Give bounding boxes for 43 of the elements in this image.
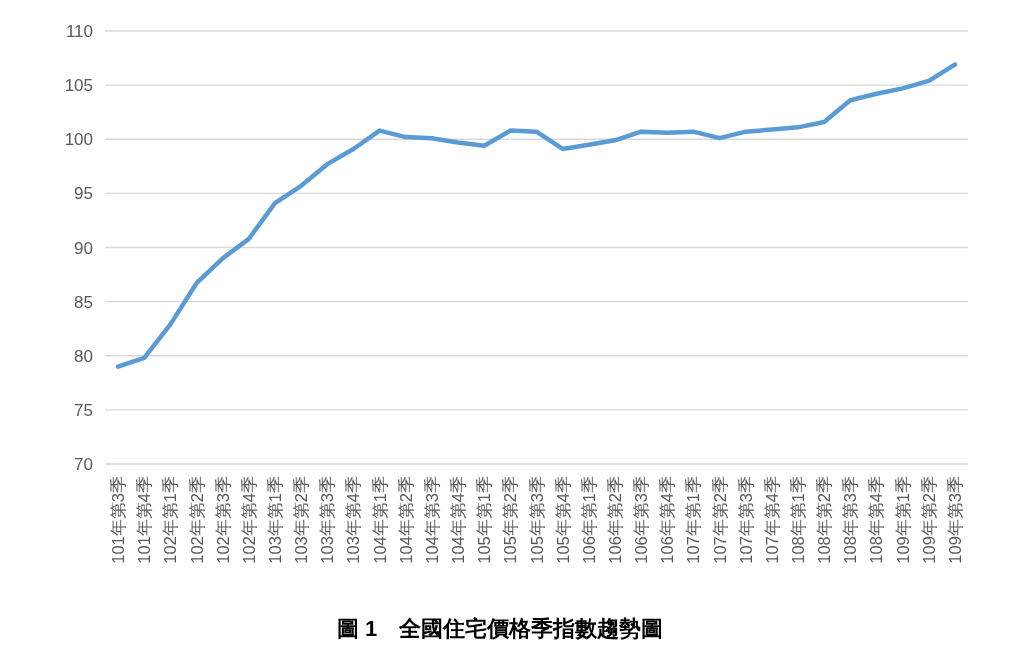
x-tick-label: 107年第3季 [736, 476, 755, 564]
x-tick-label: 105年第1季 [475, 476, 494, 564]
y-tick-label: 85 [74, 292, 93, 312]
y-tick-label: 90 [74, 238, 93, 258]
x-tick-label: 108年第4季 [867, 476, 886, 564]
x-tick-label: 101年第4季 [135, 476, 154, 564]
x-tick-label: 102年第4季 [239, 476, 258, 564]
x-tick-label: 108年第2季 [815, 476, 834, 564]
y-tick-label: 80 [74, 346, 93, 366]
x-tick-label: 107年第1季 [684, 476, 703, 564]
x-tick-label: 106年第2季 [605, 476, 624, 564]
x-tick-label: 104年第4季 [449, 476, 468, 564]
y-tick-label: 75 [74, 400, 93, 420]
x-tick-label: 106年第1季 [579, 476, 598, 564]
x-tick-label: 102年第3季 [213, 476, 232, 564]
x-tick-label: 101年第3季 [109, 476, 128, 564]
y-tick-label: 110 [65, 22, 93, 41]
x-tick-label: 103年第3季 [318, 476, 337, 564]
y-tick-label: 105 [64, 76, 93, 96]
x-tick-label: 105年第4季 [553, 476, 572, 564]
x-tick-label: 104年第2季 [396, 476, 415, 564]
x-tick-label: 107年第2季 [710, 476, 729, 564]
x-tick-label: 104年第3季 [422, 476, 441, 564]
x-tick-label: 106年第3季 [632, 476, 651, 564]
x-tick-label: 108年第1季 [789, 476, 808, 564]
y-tick-label: 70 [74, 455, 93, 474]
x-tick-label: 105年第2季 [501, 476, 520, 564]
x-tick-label: 109年第2季 [919, 476, 938, 564]
y-tick-label: 100 [64, 130, 93, 150]
y-tick-label: 95 [74, 184, 93, 204]
x-tick-label: 104年第1季 [370, 476, 389, 564]
x-tick-label: 103年第2季 [292, 476, 311, 564]
x-tick-label: 105年第3季 [527, 476, 546, 564]
x-tick-label: 103年第4季 [344, 476, 363, 564]
x-tick-label: 108年第3季 [841, 476, 860, 564]
x-tick-label: 102年第2季 [187, 476, 206, 564]
x-tick-label: 106年第4季 [658, 476, 677, 564]
x-tick-label: 109年第1季 [893, 476, 912, 564]
x-tick-label: 102年第1季 [161, 476, 180, 564]
x-tick-label: 107年第4季 [762, 476, 781, 564]
x-tick-label: 103年第1季 [265, 476, 284, 564]
x-tick-label: 109年第3季 [945, 476, 964, 564]
text: 圖 1 全國住宅價格季指數趨勢圖 [336, 616, 664, 641]
